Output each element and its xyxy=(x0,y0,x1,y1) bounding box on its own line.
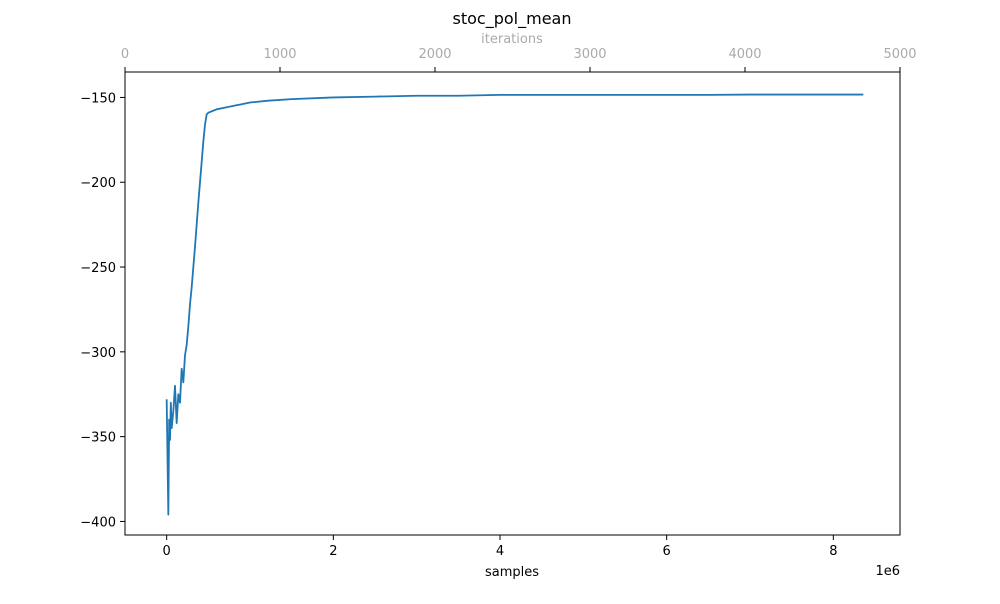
series-line-0 xyxy=(165,93,864,516)
x-top-tick-label: 2000 xyxy=(418,47,451,62)
x-top-tick-label: 4000 xyxy=(728,47,761,62)
chart-title: stoc_pol_mean xyxy=(453,9,572,29)
x-top-tick-label: 1000 xyxy=(263,47,296,62)
y-tick-label: −400 xyxy=(80,515,116,530)
x-top-tick-label: 5000 xyxy=(883,47,916,62)
x-tick-label: 6 xyxy=(663,544,671,559)
y-tick-label: −350 xyxy=(80,431,116,446)
x-offset-label: 1e6 xyxy=(875,564,900,579)
x-tick-label: 0 xyxy=(163,544,171,559)
y-tick-label: −200 xyxy=(80,176,116,191)
x-tick-label: 2 xyxy=(329,544,337,559)
plot-marks: 0 2 4 6 8 0 1000 2000 3000 4000 5000 −400 −350 −300 −2… xyxy=(80,47,916,559)
plot-frame xyxy=(124,71,901,536)
y-tick-label: −150 xyxy=(80,91,116,106)
x-tick-label: 8 xyxy=(829,544,837,559)
x-top-tick-label: 3000 xyxy=(573,47,606,62)
y-tick-label: −250 xyxy=(80,261,116,276)
y-tick-label: −300 xyxy=(80,346,116,361)
x-top-axis-label: iterations xyxy=(481,32,543,47)
x-axis-label: samples xyxy=(485,565,539,580)
x-tick-label: 4 xyxy=(496,544,504,559)
x-top-tick-label: 0 xyxy=(121,47,129,62)
